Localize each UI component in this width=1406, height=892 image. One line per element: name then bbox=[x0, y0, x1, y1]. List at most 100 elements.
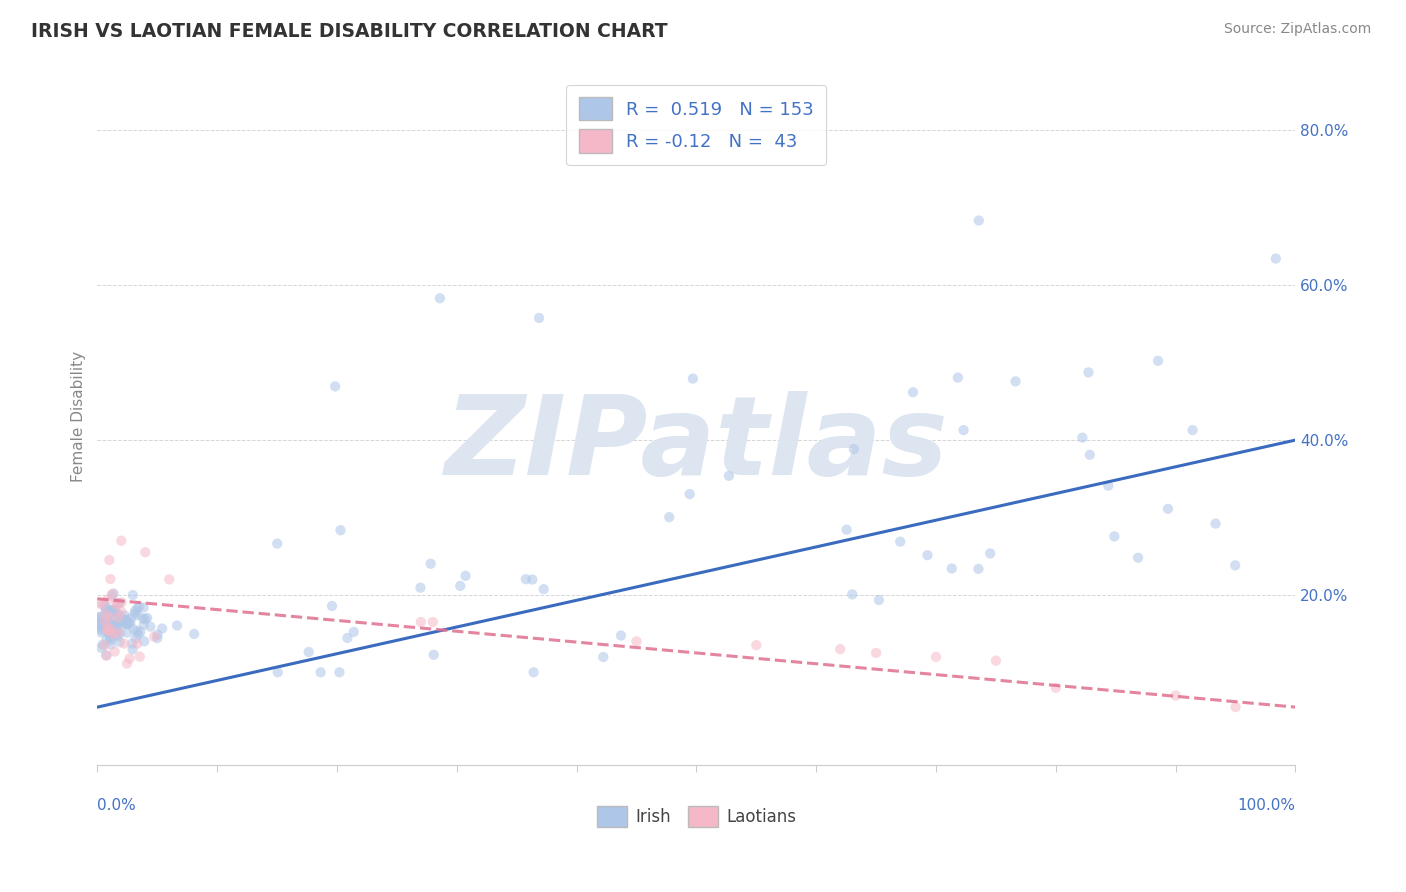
Point bbox=[87, 596, 110, 610]
Point bbox=[112, 637, 135, 651]
Point bbox=[1104, 529, 1126, 543]
Point bbox=[114, 614, 136, 628]
Point bbox=[98, 614, 121, 628]
Point bbox=[107, 610, 129, 624]
Point bbox=[941, 561, 963, 575]
Point bbox=[101, 616, 124, 631]
Point bbox=[98, 621, 121, 635]
Point bbox=[93, 638, 115, 652]
Point bbox=[112, 614, 135, 628]
Point bbox=[323, 379, 346, 393]
Point bbox=[1004, 375, 1026, 389]
Point bbox=[136, 611, 159, 625]
Point bbox=[125, 631, 148, 645]
Point bbox=[527, 310, 550, 325]
Point bbox=[107, 607, 129, 621]
Point bbox=[122, 622, 145, 636]
Point bbox=[89, 619, 111, 633]
Point bbox=[266, 536, 288, 550]
Point bbox=[967, 562, 990, 576]
Point bbox=[127, 637, 149, 651]
Point bbox=[87, 622, 110, 636]
Point bbox=[157, 573, 180, 587]
Point bbox=[515, 572, 537, 586]
Point bbox=[117, 625, 139, 640]
Point bbox=[96, 612, 118, 626]
Point bbox=[105, 598, 128, 612]
Point bbox=[1045, 681, 1067, 695]
Point bbox=[110, 533, 132, 548]
Point bbox=[103, 603, 125, 617]
Point bbox=[96, 602, 118, 616]
Point bbox=[1205, 516, 1227, 531]
Point bbox=[103, 618, 125, 632]
Point bbox=[103, 586, 125, 600]
Point bbox=[100, 572, 122, 586]
Point bbox=[127, 608, 149, 623]
Point bbox=[124, 607, 146, 621]
Point bbox=[98, 625, 121, 640]
Point bbox=[132, 617, 155, 632]
Point bbox=[321, 599, 343, 613]
Point bbox=[1071, 431, 1094, 445]
Point bbox=[108, 615, 131, 629]
Point bbox=[107, 607, 129, 622]
Point bbox=[1164, 689, 1187, 703]
Point bbox=[98, 553, 121, 567]
Point bbox=[100, 603, 122, 617]
Point bbox=[1147, 353, 1170, 368]
Point bbox=[166, 618, 188, 632]
Point bbox=[139, 620, 162, 634]
Point bbox=[917, 548, 939, 562]
Point bbox=[841, 587, 863, 601]
Point bbox=[90, 640, 112, 655]
Point bbox=[98, 631, 121, 645]
Point bbox=[111, 617, 134, 632]
Point bbox=[105, 624, 128, 638]
Point bbox=[100, 633, 122, 648]
Point bbox=[409, 615, 432, 629]
Point bbox=[1264, 252, 1286, 266]
Point bbox=[89, 610, 111, 624]
Point bbox=[134, 545, 156, 559]
Point bbox=[868, 593, 890, 607]
Point bbox=[865, 646, 887, 660]
Point bbox=[91, 638, 114, 652]
Point bbox=[105, 596, 128, 610]
Point bbox=[105, 623, 128, 637]
Point bbox=[108, 610, 131, 624]
Point bbox=[96, 632, 118, 647]
Point bbox=[429, 291, 451, 305]
Point bbox=[90, 625, 112, 640]
Point bbox=[96, 604, 118, 618]
Point bbox=[100, 606, 122, 620]
Point bbox=[103, 627, 125, 641]
Point bbox=[108, 635, 131, 649]
Point bbox=[979, 546, 1001, 560]
Point bbox=[101, 604, 124, 618]
Point bbox=[87, 615, 110, 630]
Y-axis label: Female Disability: Female Disability bbox=[72, 351, 86, 483]
Point bbox=[522, 573, 544, 587]
Point bbox=[124, 604, 146, 618]
Text: ZIPatlas: ZIPatlas bbox=[444, 392, 948, 499]
Point bbox=[422, 648, 444, 662]
Point bbox=[97, 592, 120, 607]
Point bbox=[183, 627, 205, 641]
Point bbox=[97, 620, 120, 634]
Point bbox=[298, 645, 321, 659]
Point bbox=[108, 626, 131, 640]
Point bbox=[97, 606, 120, 620]
Point bbox=[146, 628, 169, 642]
Point bbox=[94, 615, 117, 630]
Point bbox=[121, 588, 143, 602]
Point bbox=[93, 599, 115, 613]
Point bbox=[127, 624, 149, 638]
Point bbox=[112, 614, 135, 628]
Point bbox=[1078, 448, 1101, 462]
Text: 0.0%: 0.0% bbox=[97, 798, 136, 814]
Point bbox=[143, 630, 166, 644]
Point bbox=[132, 611, 155, 625]
Point bbox=[107, 615, 129, 629]
Point bbox=[89, 610, 111, 624]
